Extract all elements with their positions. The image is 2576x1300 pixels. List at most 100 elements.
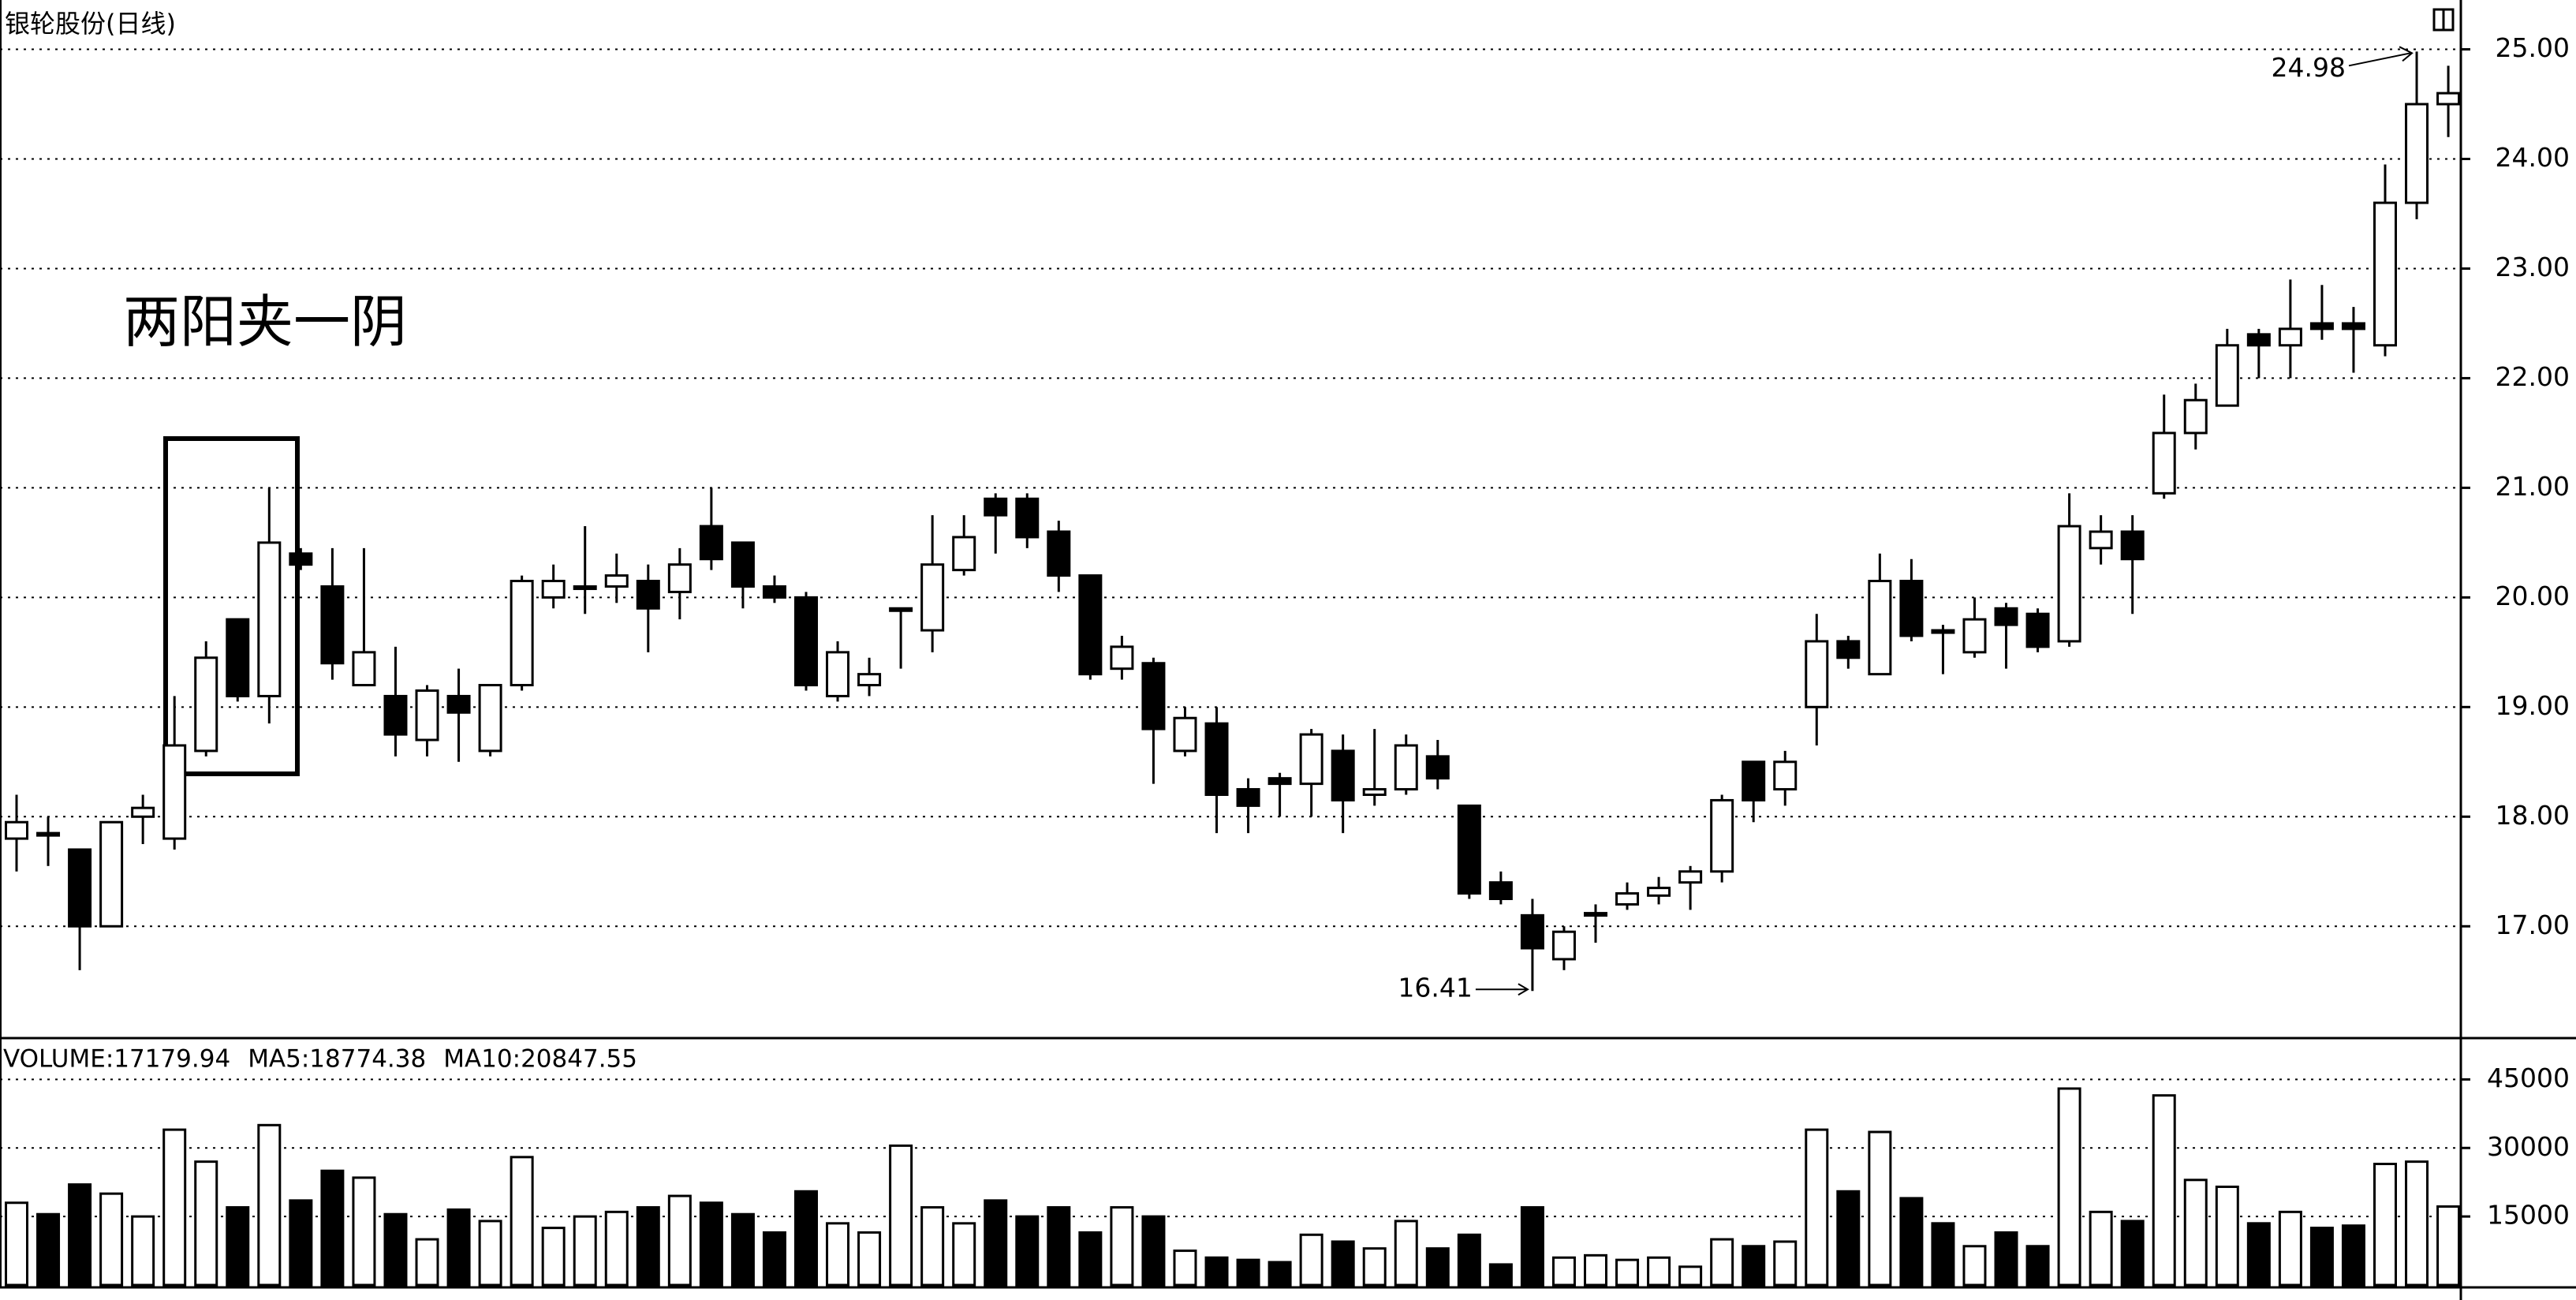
candle-body	[1457, 804, 1481, 895]
candle-body	[1836, 640, 1861, 659]
volume-bar	[1678, 1265, 1703, 1287]
volume-bar	[2057, 1087, 2081, 1287]
y-tick-label: 19.00	[2496, 690, 2570, 721]
candle-body	[257, 541, 282, 697]
y-tick-label: 18.00	[2496, 800, 2570, 831]
candle-body	[1520, 913, 1544, 950]
volume-bar	[1868, 1130, 1892, 1287]
volume-bar	[1110, 1206, 1134, 1287]
volume-bar	[2089, 1210, 2113, 1287]
candle-body	[2215, 344, 2239, 407]
volume-bar	[826, 1222, 850, 1287]
candle-body	[2341, 322, 2365, 331]
candle-body	[162, 744, 187, 840]
volume-bar	[1994, 1231, 2018, 1287]
volume-bar	[68, 1183, 92, 1287]
volume-bar	[2341, 1224, 2365, 1287]
volume-bar	[1299, 1233, 1323, 1287]
candle-body	[889, 607, 913, 612]
candle-body	[352, 651, 376, 687]
volume-bar	[1236, 1258, 1260, 1287]
candle-body	[2183, 398, 2208, 435]
candle-body	[131, 806, 155, 818]
candle-body	[2436, 92, 2461, 106]
y-tick-label: 30000	[2487, 1131, 2570, 1162]
candle-body	[383, 694, 408, 736]
pattern-box	[163, 436, 300, 776]
candle-body	[1110, 645, 1134, 671]
candle-body	[1173, 716, 1197, 753]
high-label: 24.98	[2272, 52, 2346, 83]
candle-body	[1962, 618, 1987, 654]
volume-bar	[99, 1192, 124, 1287]
volume-legend: MA5:18774.38	[248, 1045, 426, 1074]
volume-bar	[1584, 1253, 1607, 1287]
volume-bar	[541, 1227, 566, 1287]
volume-bar	[1551, 1256, 1576, 1287]
y-tick-label: 45000	[2487, 1063, 2570, 1093]
volume-bar	[1047, 1206, 1071, 1287]
volume-bar	[2183, 1179, 2208, 1287]
candle-body	[5, 820, 28, 840]
candle-body	[667, 563, 692, 593]
volume-bar	[1394, 1220, 1418, 1287]
candle-body	[1584, 912, 1607, 917]
candle-body	[1236, 788, 1260, 807]
candle-body	[1678, 870, 1703, 884]
volume-bar	[2373, 1163, 2397, 1287]
volume-bar	[478, 1220, 502, 1287]
candle-body	[36, 831, 61, 837]
candle-body	[1742, 760, 1766, 801]
volume-bar	[1204, 1256, 1229, 1287]
volume-bar	[667, 1194, 692, 1287]
volume-bar	[383, 1212, 408, 1287]
volume-bar	[604, 1210, 629, 1287]
volume-bar	[1173, 1250, 1197, 1287]
candle-body	[415, 689, 439, 742]
volume-bar	[730, 1212, 755, 1287]
candle-body	[1931, 629, 1955, 634]
volume-bar	[1805, 1128, 1829, 1287]
candle-body	[2089, 530, 2113, 550]
candle-body	[1551, 930, 1576, 961]
volume-bar	[194, 1160, 218, 1287]
volume-bar	[1425, 1247, 1450, 1287]
volume-bar	[1015, 1215, 1040, 1287]
y-tick-label: 15000	[2487, 1200, 2570, 1231]
candle-body	[1805, 640, 1829, 708]
volume-bar	[1931, 1222, 1955, 1287]
volume-bar	[5, 1201, 28, 1287]
candle-body	[446, 694, 471, 714]
volume-bar	[131, 1215, 155, 1287]
volume-bar	[2405, 1160, 2429, 1287]
volume-bar	[1362, 1247, 1387, 1287]
chart-title: 银轮股份(日线)	[5, 9, 176, 39]
volume-bar	[857, 1231, 882, 1287]
volume-bar	[1710, 1238, 1734, 1287]
volume-bar	[1141, 1215, 1166, 1287]
volume-bar	[1962, 1245, 1987, 1287]
candle-body	[762, 585, 786, 599]
volume-bar	[699, 1201, 723, 1287]
candle-body	[794, 596, 818, 687]
candle-body	[1868, 580, 1892, 676]
volume-bar	[1520, 1206, 1544, 1287]
candle-body	[99, 820, 124, 928]
volume-bar	[984, 1199, 1008, 1287]
volume-bar	[2215, 1185, 2239, 1287]
y-tick-label: 21.00	[2496, 471, 2570, 502]
volume-bar	[510, 1156, 534, 1287]
volume-bar	[1899, 1197, 1924, 1287]
candle-body	[699, 525, 723, 561]
candle-body	[2373, 201, 2397, 347]
volume-bar	[2246, 1222, 2271, 1287]
candle-body	[730, 541, 755, 588]
volume-bar	[415, 1238, 439, 1287]
volume-bar	[952, 1222, 976, 1287]
candle-body	[573, 585, 597, 590]
volume-bar	[36, 1212, 61, 1287]
volume-bar	[889, 1144, 913, 1287]
volume-bar	[162, 1128, 187, 1287]
volume-bar	[1742, 1245, 1766, 1287]
candle-body	[826, 651, 850, 697]
